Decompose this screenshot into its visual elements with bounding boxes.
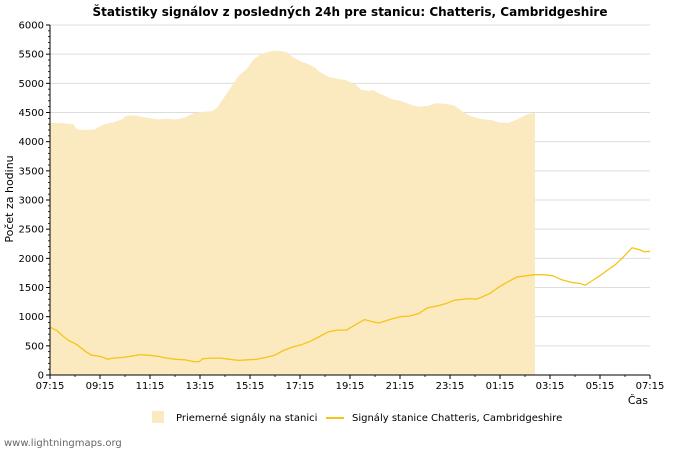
x-tick-label: 07:15 bbox=[636, 381, 665, 392]
y-tick-label: 1000 bbox=[19, 312, 44, 323]
y-tick-label: 2000 bbox=[19, 254, 44, 265]
series-area-average bbox=[50, 50, 535, 375]
y-tick-label: 6000 bbox=[19, 21, 44, 32]
y-tick-label: 4000 bbox=[19, 137, 44, 148]
y-axis-label: Počet za hodinu bbox=[3, 155, 16, 242]
y-tick-label: 3000 bbox=[19, 196, 44, 207]
chart-title: Štatistiky signálov z posledných 24h pre… bbox=[92, 4, 607, 19]
legend: Priemerné signály na stanici Signály sta… bbox=[152, 411, 562, 424]
x-tick-label: 13:15 bbox=[186, 381, 215, 392]
y-tick-label: 4500 bbox=[19, 108, 44, 119]
x-tick-label: 21:15 bbox=[386, 381, 415, 392]
y-tick-label: 2500 bbox=[19, 225, 44, 236]
x-tick-label: 17:15 bbox=[286, 381, 315, 392]
y-tick-label: 1500 bbox=[19, 283, 44, 294]
series-line-station bbox=[50, 247, 650, 363]
x-tick-label: 23:15 bbox=[436, 381, 465, 392]
y-tick-label: 5000 bbox=[19, 79, 44, 90]
y-tick-label: 0 bbox=[38, 371, 44, 382]
watermark: www.lightningmaps.org bbox=[4, 438, 122, 449]
x-tick-label: 03:15 bbox=[536, 381, 565, 392]
y-tick-label: 500 bbox=[25, 341, 44, 352]
y-tick-label: 3500 bbox=[19, 166, 44, 177]
x-tick-label: 09:15 bbox=[86, 381, 115, 392]
x-tick-label: 15:15 bbox=[236, 381, 265, 392]
series-layer bbox=[50, 50, 650, 375]
x-tick-label: 11:15 bbox=[136, 381, 165, 392]
x-tick-label: 01:15 bbox=[486, 381, 515, 392]
y-tick-label: 5500 bbox=[19, 50, 44, 61]
x-tick-label: 19:15 bbox=[336, 381, 365, 392]
legend-label-station: Signály stanice Chatteris, Cambridgeshir… bbox=[352, 412, 562, 424]
legend-label-average: Priemerné signály na stanici bbox=[176, 412, 317, 424]
x-tick-label: 05:15 bbox=[586, 381, 615, 392]
axes: 0 500 1000 1500 2000 2500 3000 3500 4000 4500 5000… bbox=[19, 21, 665, 393]
x-axis-label: Čas bbox=[628, 394, 648, 407]
legend-swatch-average bbox=[152, 411, 164, 423]
x-tick-label: 07:15 bbox=[36, 381, 65, 392]
